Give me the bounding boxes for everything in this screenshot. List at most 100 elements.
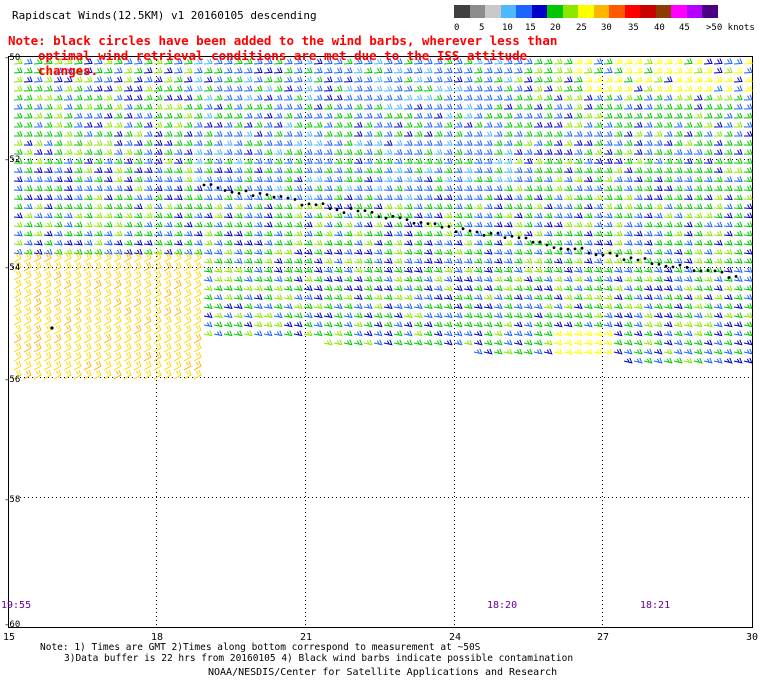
- wind-barb: [343, 76, 353, 83]
- wind-barb: [743, 85, 753, 92]
- wind-barb: [453, 230, 463, 237]
- wind-barb: [583, 276, 593, 282]
- wind-barb: [553, 330, 563, 337]
- wind-barb: [133, 279, 142, 290]
- wind-barb: [323, 330, 333, 337]
- wind-barb: [113, 58, 123, 65]
- wind-barb: [193, 248, 203, 255]
- wind-barb: [103, 103, 113, 110]
- wind-barb: [63, 270, 72, 281]
- wind-barb: [583, 348, 593, 355]
- wind-barb: [463, 203, 473, 210]
- wind-barb: [463, 212, 473, 219]
- wind-barb: [123, 315, 132, 326]
- wind-barb: [633, 194, 643, 201]
- wind-barb: [453, 339, 463, 346]
- wind-barb: [583, 139, 593, 146]
- wind-barb: [143, 230, 153, 237]
- wind-barb: [203, 266, 213, 273]
- wind-barb: [53, 324, 62, 335]
- wind-barb: [143, 270, 152, 281]
- wind-barb: [233, 94, 243, 101]
- wind-barb: [173, 239, 183, 246]
- wind-barb: [43, 369, 52, 380]
- wind-barb: [263, 158, 273, 164]
- wind-barb: [423, 194, 433, 201]
- wind-barb: [493, 257, 503, 264]
- wind-barb: [533, 276, 543, 282]
- wind-barb: [73, 279, 82, 290]
- wind-barb: [723, 103, 733, 110]
- contamination-dot: [293, 198, 297, 201]
- wind-barb: [673, 112, 683, 119]
- wind-barb: [433, 194, 443, 201]
- wind-barb: [443, 339, 453, 346]
- wind-barb: [423, 167, 433, 173]
- wind-barb: [463, 58, 473, 65]
- wind-barb: [243, 139, 253, 146]
- wind-barb: [313, 185, 323, 191]
- wind-barb: [743, 266, 753, 273]
- wind-barb: [283, 67, 293, 74]
- contamination-dot: [244, 189, 248, 193]
- wind-barb: [573, 194, 583, 201]
- wind-barb: [343, 121, 353, 128]
- wind-barb: [333, 212, 343, 219]
- wind-barb: [384, 130, 393, 137]
- wind-barb: [583, 67, 593, 74]
- wind-barb: [723, 148, 733, 155]
- wind-barb: [533, 257, 543, 264]
- wind-barb: [583, 303, 593, 310]
- wind-barb: [153, 261, 162, 272]
- wind-barb: [623, 221, 633, 228]
- contamination-dot: [258, 192, 262, 195]
- wind-barb: [133, 369, 142, 380]
- wind-barb: [383, 76, 393, 83]
- wind-barb: [143, 315, 152, 326]
- wind-barb: [653, 85, 663, 92]
- wind-barb: [213, 266, 223, 273]
- wind-barb: [63, 248, 73, 255]
- wind-barb: [713, 139, 723, 146]
- wind-barb: [103, 176, 113, 182]
- legend-label: 30: [601, 23, 612, 33]
- wind-barb: [353, 176, 363, 182]
- wind-barb: [503, 285, 513, 291]
- wind-barb: [543, 176, 553, 182]
- wind-barb: [453, 276, 463, 282]
- wind-barb: [563, 121, 573, 128]
- wind-barb: [213, 321, 223, 328]
- wind-barb: [643, 194, 653, 201]
- wind-barb: [703, 85, 713, 92]
- wind-barb: [513, 139, 523, 146]
- wind-barb: [693, 330, 703, 337]
- wind-barb: [533, 212, 543, 219]
- wind-barb: [153, 167, 163, 173]
- wind-barb: [553, 221, 563, 228]
- wind-barb: [613, 185, 623, 191]
- wind-barb: [473, 148, 483, 155]
- wind-barb: [203, 167, 213, 173]
- wind-barb: [153, 121, 163, 128]
- wind-barb: [593, 266, 603, 273]
- wind-barb: [373, 339, 383, 346]
- wind-barb: [483, 257, 493, 264]
- wind-barb: [503, 339, 513, 346]
- wind-barb: [483, 239, 493, 246]
- wind-barb: [513, 339, 523, 346]
- wind-barb: [373, 158, 383, 164]
- wind-barb: [643, 285, 653, 291]
- wind-barb: [543, 103, 553, 110]
- wind-barb: [63, 360, 72, 371]
- wind-barb: [83, 333, 92, 344]
- wind-barb: [283, 185, 293, 191]
- wind-barb: [153, 324, 162, 335]
- wind-barb: [663, 212, 673, 219]
- wind-barb: [323, 257, 333, 264]
- wind-barb: [703, 294, 713, 300]
- wind-barb: [543, 158, 553, 164]
- wind-barb: [83, 315, 92, 326]
- wind-barb: [483, 139, 493, 146]
- legend-color-swatch: [547, 5, 563, 18]
- wind-barb: [613, 257, 623, 264]
